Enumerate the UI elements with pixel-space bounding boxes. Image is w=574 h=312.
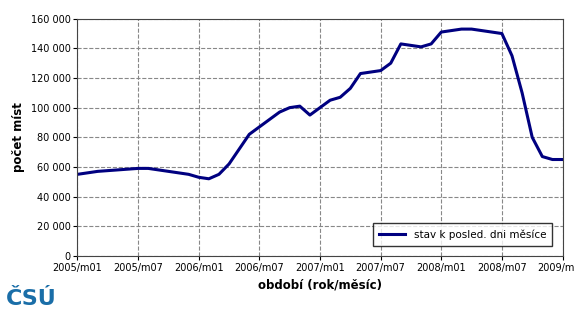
stav k posled. dni měsíce xyxy=(317,106,324,110)
stav k posled. dni měsíce xyxy=(418,45,425,49)
stav k posled. dni měsíce xyxy=(195,175,202,179)
stav k posled. dni měsíce xyxy=(509,54,515,58)
stav k posled. dni měsíce xyxy=(135,167,142,170)
stav k posled. dni měsíce xyxy=(185,173,192,176)
stav k posled. dni měsíce xyxy=(529,135,536,139)
stav k posled. dni měsíce xyxy=(307,113,313,117)
stav k posled. dni měsíce xyxy=(408,43,414,47)
stav k posled. dni měsíce xyxy=(458,27,465,31)
stav k posled. dni měsíce xyxy=(94,169,101,173)
stav k posled. dni měsíce xyxy=(276,110,283,114)
stav k posled. dni měsíce xyxy=(104,169,111,173)
stav k posled. dni měsíce xyxy=(246,132,253,136)
stav k posled. dni měsíce xyxy=(347,86,354,90)
stav k posled. dni měsíce xyxy=(175,171,182,175)
stav k posled. dni měsíce xyxy=(114,168,121,172)
stav k posled. dni měsíce xyxy=(327,98,333,102)
stav k posled. dni měsíce xyxy=(539,155,546,158)
stav k posled. dni měsíce xyxy=(155,168,162,172)
stav k posled. dni měsíce xyxy=(266,118,273,121)
stav k posled. dni měsíce xyxy=(205,177,212,181)
stav k posled. dni měsíce xyxy=(125,167,131,171)
stav k posled. dni měsíce xyxy=(397,42,404,46)
stav k posled. dni měsíce xyxy=(296,104,303,108)
stav k posled. dni měsíce xyxy=(357,72,364,76)
stav k posled. dni měsíce xyxy=(226,162,232,166)
stav k posled. dni měsíce xyxy=(498,32,505,35)
stav k posled. dni měsíce xyxy=(377,69,384,72)
Line: stav k posled. dni měsíce: stav k posled. dni měsíce xyxy=(77,29,563,179)
stav k posled. dni měsíce xyxy=(519,91,526,95)
Text: ČSÚ: ČSÚ xyxy=(6,289,56,309)
stav k posled. dni měsíce xyxy=(74,173,81,176)
stav k posled. dni měsíce xyxy=(438,30,445,34)
stav k posled. dni měsíce xyxy=(286,106,293,110)
Legend: stav k posled. dni měsíce: stav k posled. dni měsíce xyxy=(373,223,552,246)
stav k posled. dni měsíce xyxy=(215,173,222,176)
stav k posled. dni měsíce xyxy=(428,42,435,46)
stav k posled. dni měsíce xyxy=(337,95,344,99)
stav k posled. dni měsíce xyxy=(387,61,394,65)
stav k posled. dni měsíce xyxy=(256,125,263,129)
stav k posled. dni měsíce xyxy=(549,158,556,161)
stav k posled. dni měsíce xyxy=(236,147,243,151)
stav k posled. dni měsíce xyxy=(488,30,495,34)
X-axis label: období (rok/měsíc): období (rok/měsíc) xyxy=(258,278,382,291)
stav k posled. dni měsíce xyxy=(468,27,475,31)
stav k posled. dni měsíce xyxy=(448,29,455,32)
Y-axis label: počet míst: počet míst xyxy=(12,102,25,172)
stav k posled. dni měsíce xyxy=(145,167,152,170)
stav k posled. dni měsíce xyxy=(84,171,91,175)
stav k posled. dni měsíce xyxy=(165,169,172,173)
stav k posled. dni měsíce xyxy=(559,158,566,161)
stav k posled. dni měsíce xyxy=(367,70,374,74)
stav k posled. dni měsíce xyxy=(478,29,485,32)
